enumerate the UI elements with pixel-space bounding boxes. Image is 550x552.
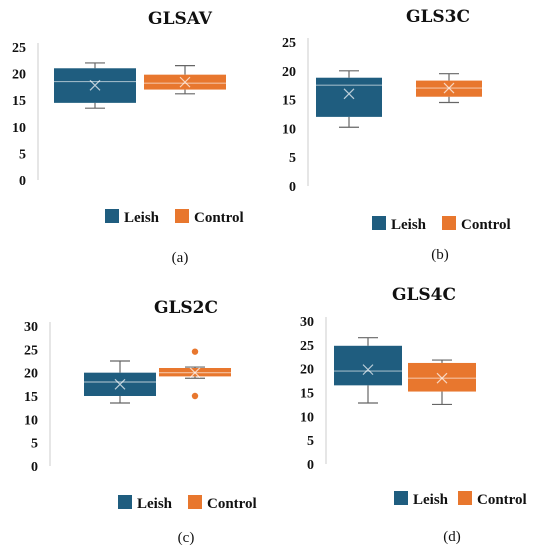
y-tick-label: 20 (24, 367, 38, 382)
y-tick-label: 5 (289, 151, 296, 166)
legend-label-leish: Leish (137, 496, 173, 512)
box-leish (334, 337, 402, 404)
mean-marker (179, 76, 191, 88)
y-tick-label: 25 (12, 41, 26, 56)
panel-b: GLS3C 0 5 10 15 20 25 Leish Control (b) (282, 7, 511, 263)
panel-d-title: GLS4C (392, 285, 456, 305)
panel-b-label: (b) (431, 247, 449, 263)
outlier-point (191, 348, 199, 355)
y-tick-label: 0 (307, 458, 314, 473)
box-leish (316, 70, 382, 128)
legend-swatch-control (188, 495, 202, 509)
panel-a: GLSAV 0 5 10 15 20 25 Leish Control (a) (12, 9, 244, 266)
box-leish (54, 62, 136, 109)
y-tick-label: 0 (19, 174, 26, 189)
panel-d-plot (334, 337, 476, 406)
box-iqr (334, 345, 402, 386)
panel-d: GLS4C 0 5 10 15 20 25 30 Leish Control (d) (300, 285, 527, 545)
y-tick-label: 10 (24, 413, 38, 428)
panel-c-plot (84, 348, 231, 404)
mean-marker (436, 372, 448, 384)
legend-label-control: Control (194, 210, 244, 226)
legend-label-leish: Leish (413, 492, 449, 508)
y-tick-label: 20 (12, 68, 26, 83)
mean-marker (443, 82, 455, 94)
box-leish (84, 360, 156, 404)
y-tick-label: 0 (289, 180, 296, 195)
legend-label-control: Control (207, 496, 257, 512)
legend-label-control: Control (477, 492, 527, 508)
panel-c-axis: 0 5 10 15 20 25 30 (24, 320, 51, 475)
panel-a-axis: 0 5 10 15 20 25 (12, 41, 39, 189)
panel-d-label: (d) (443, 529, 461, 545)
y-tick-label: 25 (24, 343, 38, 358)
y-tick-label: 30 (24, 320, 38, 335)
y-tick-label: 15 (12, 94, 26, 109)
mean-marker (189, 367, 201, 379)
outlier-point (191, 392, 199, 400)
panel-d-axis: 0 5 10 15 20 25 30 (300, 315, 327, 473)
box-control (159, 348, 231, 400)
y-tick-label: 20 (300, 363, 314, 378)
legend-swatch-control (458, 491, 472, 505)
y-tick-label: 10 (282, 122, 296, 137)
y-tick-label: 10 (12, 121, 26, 136)
y-tick-label: 15 (24, 390, 38, 405)
y-tick-label: 15 (282, 94, 296, 109)
mean-marker (89, 79, 101, 91)
y-tick-label: 5 (19, 147, 26, 162)
legend-swatch-leish (118, 495, 132, 509)
mean-marker (343, 88, 355, 100)
box-control (408, 359, 476, 406)
legend-swatch-leish (394, 491, 408, 505)
y-tick-label: 0 (31, 460, 38, 475)
legend-label-leish: Leish (124, 210, 160, 226)
panel-c-label: (c) (178, 530, 195, 546)
panel-b-axis: 0 5 10 15 20 25 (282, 36, 309, 195)
legend-swatch-leish (105, 209, 119, 223)
y-tick-label: 25 (300, 339, 314, 354)
box-control (144, 65, 226, 95)
box-iqr (408, 362, 476, 392)
y-tick-label: 10 (300, 410, 314, 425)
legend-swatch-leish (372, 216, 386, 230)
mean-marker (114, 378, 126, 390)
panel-c-title: GLS2C (154, 298, 218, 318)
legend-label-control: Control (461, 217, 511, 233)
y-tick-label: 5 (307, 434, 314, 449)
y-tick-label: 30 (300, 315, 314, 330)
panel-a-label: (a) (172, 250, 189, 266)
y-tick-label: 25 (282, 36, 296, 51)
panel-b-title: GLS3C (406, 7, 470, 27)
y-tick-label: 20 (282, 65, 296, 80)
box-iqr (316, 77, 382, 117)
panel-b-plot (316, 70, 482, 128)
panel-a-plot (54, 62, 226, 109)
y-tick-label: 15 (300, 387, 314, 402)
panel-a-title: GLSAV (148, 9, 213, 29)
legend-swatch-control (175, 209, 189, 223)
panel-c: GLS2C 0 5 10 15 20 25 30 Leish Control (c) (24, 298, 257, 546)
mean-marker (362, 364, 374, 376)
y-tick-label: 5 (31, 437, 38, 452)
legend-label-leish: Leish (391, 217, 427, 233)
box-control (416, 73, 482, 104)
legend-swatch-control (442, 216, 456, 230)
